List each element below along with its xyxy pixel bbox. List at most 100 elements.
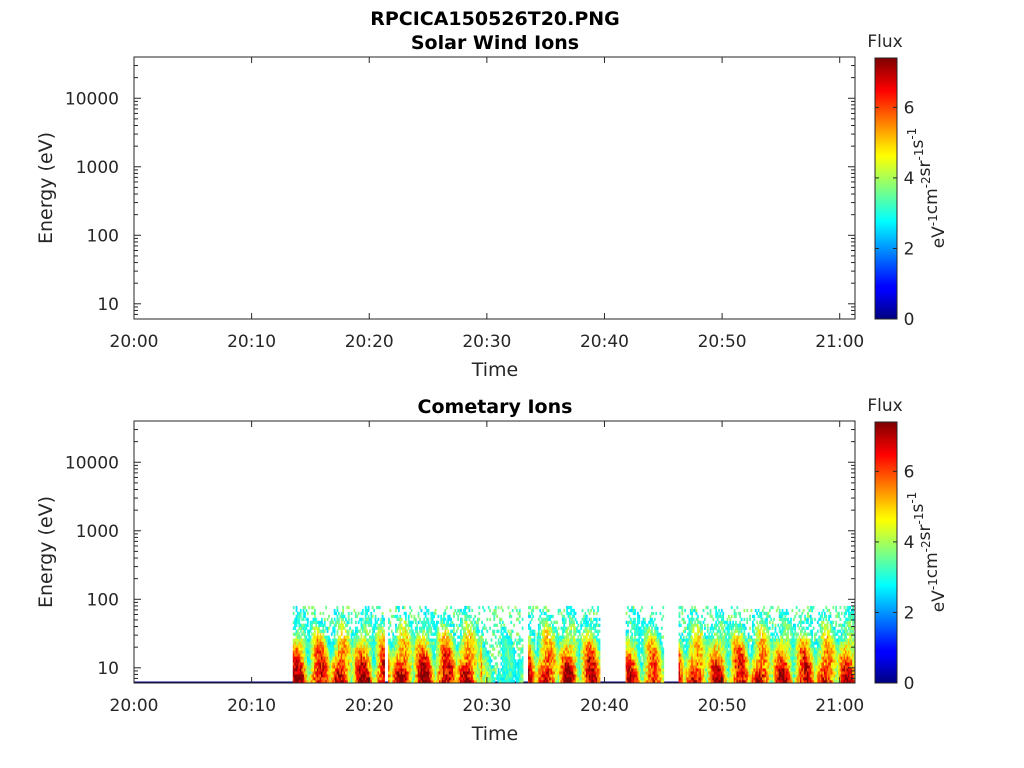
flux-cell [567,626,570,630]
flux-cell [501,620,504,625]
flux-cell [316,629,319,633]
flux-cell [478,659,481,663]
flux-cell [639,677,642,681]
flux-cell [648,671,651,675]
flux-cell [363,665,366,669]
flux-cell [516,662,518,666]
flux-cell [682,677,685,681]
flux-cell [627,650,629,654]
flux-cell [407,665,410,669]
flux-cell [406,674,409,678]
flux-cell [298,644,301,648]
flux-cell [508,656,511,660]
flux-cell [648,680,651,683]
flux-cell [540,653,543,657]
flux-cell [374,650,377,654]
flux-cell [455,650,458,654]
flux-cell [433,632,436,636]
flux-cell [359,671,361,675]
flux-cell [308,638,311,642]
flux-cell [322,635,325,639]
flux-cell [430,638,433,642]
flux-cell [326,653,329,657]
flux-cell [316,671,319,675]
flux-cell [578,665,581,669]
flux-cell [340,653,343,657]
flux-cell [416,626,419,630]
flux-cell [451,623,454,627]
flux-cell [508,677,511,681]
flux-cell [568,650,571,654]
flux-cell [649,638,652,642]
flux-cell [556,668,559,672]
flux-cell [563,644,566,648]
flux-cell [410,659,413,663]
flux-cell [370,668,373,672]
flux-cell [583,650,585,654]
flux-cell [438,671,441,675]
flux-cell [653,647,656,651]
flux-cell [417,677,420,681]
flux-cell [388,674,390,678]
flux-cell [460,674,462,678]
flux-cell [383,668,385,672]
flux-cell [450,605,452,610]
flux-cell [481,668,484,672]
flux-cell [410,674,413,678]
flux-cell [577,662,580,666]
flux-cell [319,611,322,616]
flux-cell [684,620,687,625]
flux-cell [392,638,395,642]
flux-cell [366,608,368,613]
flux-cell [403,605,406,610]
flux-cell [462,656,465,660]
flux-cell [461,623,464,627]
flux-cell [450,620,452,625]
flux-cell [395,653,397,657]
flux-cell [322,671,325,675]
flux-cell [544,641,547,645]
flux-cell [553,677,556,681]
flux-cell [462,665,465,669]
flux-cell [645,677,648,681]
flux-cell [511,680,514,683]
flux-cell [651,680,653,683]
flux-cell [383,659,385,663]
flux-cell [482,662,484,666]
flux-cell [450,638,452,642]
flux-cell [549,626,551,630]
flux-cell [652,665,655,669]
flux-cell [396,653,399,657]
flux-cell [542,674,544,678]
flux-cell [337,668,340,672]
flux-cell [635,662,638,666]
flux-cell [549,680,551,683]
flux-cell [561,677,564,681]
flux-cell [583,629,585,633]
flux-cell [377,656,380,660]
flux-cell [577,641,580,645]
flux-cell [349,626,352,630]
flux-cell [399,623,402,627]
flux-cell [410,677,413,681]
flux-cell [660,662,663,666]
flux-cell [635,680,638,683]
flux-cell [340,671,343,675]
flux-cell [687,650,689,654]
flux-cell [573,611,575,616]
flux-cell [553,653,556,657]
flux-cell [306,674,309,678]
flux-cell [312,647,315,651]
flux-cell [468,668,471,672]
flux-cell [595,611,598,616]
flux-cell [361,659,364,663]
flux-cell [325,674,328,678]
flux-cell [590,638,592,642]
flux-cell [467,641,469,645]
flux-cell [462,662,465,666]
flux-cell [574,647,577,651]
flux-cell [374,641,377,645]
flux-cell [326,671,329,675]
flux-cell [396,668,399,672]
flux-cell [397,671,400,675]
